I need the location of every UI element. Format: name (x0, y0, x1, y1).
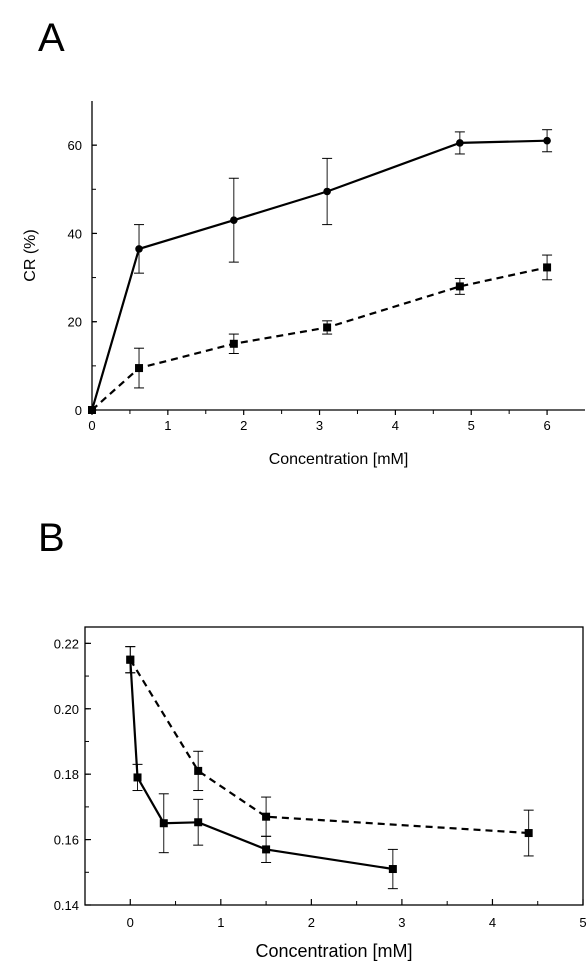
x-tick-label: 1 (217, 915, 224, 930)
data-point (135, 245, 143, 253)
data-point (159, 819, 168, 828)
x-tick-label: 4 (489, 915, 496, 930)
y-tick-label: 0.14 (54, 898, 79, 913)
series-line-2 (129, 659, 529, 835)
data-point (194, 766, 203, 775)
data-point (194, 818, 203, 827)
y-tick-label: 60 (68, 138, 82, 153)
x-tick-label: 2 (308, 915, 315, 930)
y-tick-label: 40 (68, 226, 82, 241)
series-line-2 (91, 266, 548, 411)
panel-label-b: B (38, 516, 65, 560)
x-tick-label: 3 (316, 418, 323, 433)
data-point (230, 216, 238, 224)
data-point (455, 282, 464, 291)
data-point (262, 845, 271, 854)
data-point (126, 655, 135, 664)
panel-label-a: A (38, 16, 65, 60)
x-tick-label: 2 (240, 418, 247, 433)
x-tick-label: 0 (127, 915, 134, 930)
data-point (229, 339, 238, 348)
x-tick-label: 0 (88, 418, 95, 433)
data-point (524, 829, 533, 838)
x-tick-label: 5 (468, 418, 475, 433)
x-tick-label: 5 (579, 915, 586, 930)
data-point (543, 263, 552, 272)
y-tick-label: 0.20 (54, 702, 79, 717)
y-axis-title: CR (%) (22, 229, 39, 281)
y-tick-label: 20 (68, 315, 82, 330)
y-tick-label: 0.16 (54, 833, 79, 848)
x-tick-label: 3 (398, 915, 405, 930)
x-axis-title: Concentration [mM] (269, 451, 409, 468)
y-tick-label: 0.22 (54, 636, 79, 651)
series-line-1 (129, 659, 394, 871)
x-tick-label: 1 (164, 418, 171, 433)
x-tick-label: 4 (392, 418, 399, 433)
series-line-1 (90, 139, 548, 411)
data-point (323, 323, 332, 332)
x-tick-label: 6 (543, 418, 550, 433)
data-point (88, 406, 96, 414)
x-axis-title: Concentration [mM] (255, 941, 412, 961)
plot-frame (84, 626, 584, 906)
data-point (388, 865, 397, 874)
data-point (133, 773, 142, 782)
data-point (135, 364, 144, 373)
data-point (262, 812, 271, 821)
y-tick-label: 0.18 (54, 767, 79, 782)
y-tick-label: 0 (75, 403, 82, 418)
data-point (456, 139, 464, 147)
data-point (543, 136, 551, 145)
data-point (323, 187, 331, 196)
